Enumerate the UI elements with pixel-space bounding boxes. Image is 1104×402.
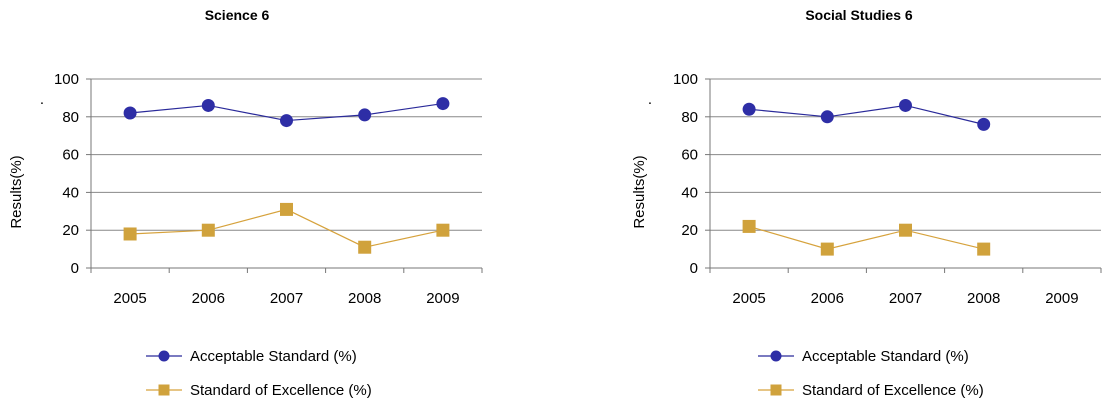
legend-label: Acceptable Standard (%) [802, 348, 969, 365]
chart-social-studies-6: Social Studies 6 . Results(%) 0 20 40 60 80 1… [552, 0, 1104, 402]
x-tick-label: 2008 [967, 290, 1000, 307]
data-point [280, 202, 293, 216]
x-tick-label: 2006 [811, 290, 844, 307]
y-tick-label: 80 [62, 109, 79, 126]
data-point [742, 102, 756, 116]
chart-science-6: Science 6 . Results(%) 0 20 40 60 80 100 2005 2… [8, 7, 483, 399]
data-point [436, 223, 450, 237]
data-point [123, 106, 137, 120]
data-point [436, 97, 450, 111]
legend-marker [158, 350, 170, 362]
legend-marker [158, 384, 170, 396]
chart-title: Science 6 [205, 7, 270, 23]
chart-canvas: Social Studies 6 . Results(%) 0 20 40 60 80 1… [631, 7, 1102, 399]
legend-marker [770, 384, 782, 396]
y-tick-label: 0 [690, 260, 698, 277]
legend-label: Acceptable Standard (%) [190, 348, 357, 365]
data-point [899, 98, 912, 112]
legend-label: Standard of Excellence (%) [802, 382, 984, 399]
y-tick-label: 40 [62, 184, 79, 201]
x-tick-label: 2009 [1045, 290, 1078, 307]
chart-title: Social Studies 6 [805, 7, 913, 23]
series-line [748, 225, 984, 250]
data-point [123, 227, 137, 241]
y-tick-label: 40 [681, 184, 698, 201]
data-point [358, 240, 372, 254]
data-point [358, 108, 372, 122]
y-tick-label: 0 [71, 260, 79, 277]
x-tick-label: 2006 [192, 290, 225, 307]
plot-area: 0 20 40 60 80 100 2005 2006 2007 2008 2009 [673, 71, 1102, 307]
y-tick-label: 60 [62, 147, 79, 164]
legend: Acceptable Standard (%) Standard of Excel… [758, 348, 984, 399]
data-point [201, 223, 215, 237]
series-line [749, 104, 984, 125]
y-tick-label: 60 [681, 147, 698, 164]
y-tick-label: 20 [681, 222, 698, 239]
x-tick-label: 2005 [113, 290, 146, 307]
x-tick-label: 2008 [348, 290, 381, 307]
data-point [820, 110, 834, 124]
y-axis-mark: . [648, 91, 652, 108]
y-tick-label: 80 [681, 109, 698, 126]
data-point [742, 219, 756, 233]
x-tick-label: 2009 [426, 290, 459, 307]
y-tick-label: 100 [54, 71, 79, 88]
data-point [201, 98, 215, 112]
data-point [280, 114, 293, 128]
x-tick-label: 2005 [732, 290, 765, 307]
y-axis-label: Results(%) [8, 155, 25, 228]
y-axis-mark: . [40, 91, 44, 108]
y-tick-label: 20 [62, 222, 79, 239]
data-point [977, 117, 991, 131]
chart-canvas: Science 6 . Results(%) 0 20 40 60 80 100 2005 2… [8, 7, 483, 399]
data-point [899, 223, 912, 237]
plot-area: 0 20 40 60 80 100 2005 2006 2007 2008 2009 [54, 71, 483, 307]
y-tick-label: 100 [673, 71, 698, 88]
x-tick-label: 2007 [889, 290, 922, 307]
x-tick-label: 2007 [270, 290, 303, 307]
legend-marker [770, 350, 782, 362]
y-axis-label: Results(%) [631, 155, 648, 228]
legend: Acceptable Standard (%) Standard of Excel… [146, 348, 372, 399]
data-point [977, 242, 991, 256]
legend-label: Standard of Excellence (%) [190, 382, 372, 399]
data-point [820, 242, 834, 256]
